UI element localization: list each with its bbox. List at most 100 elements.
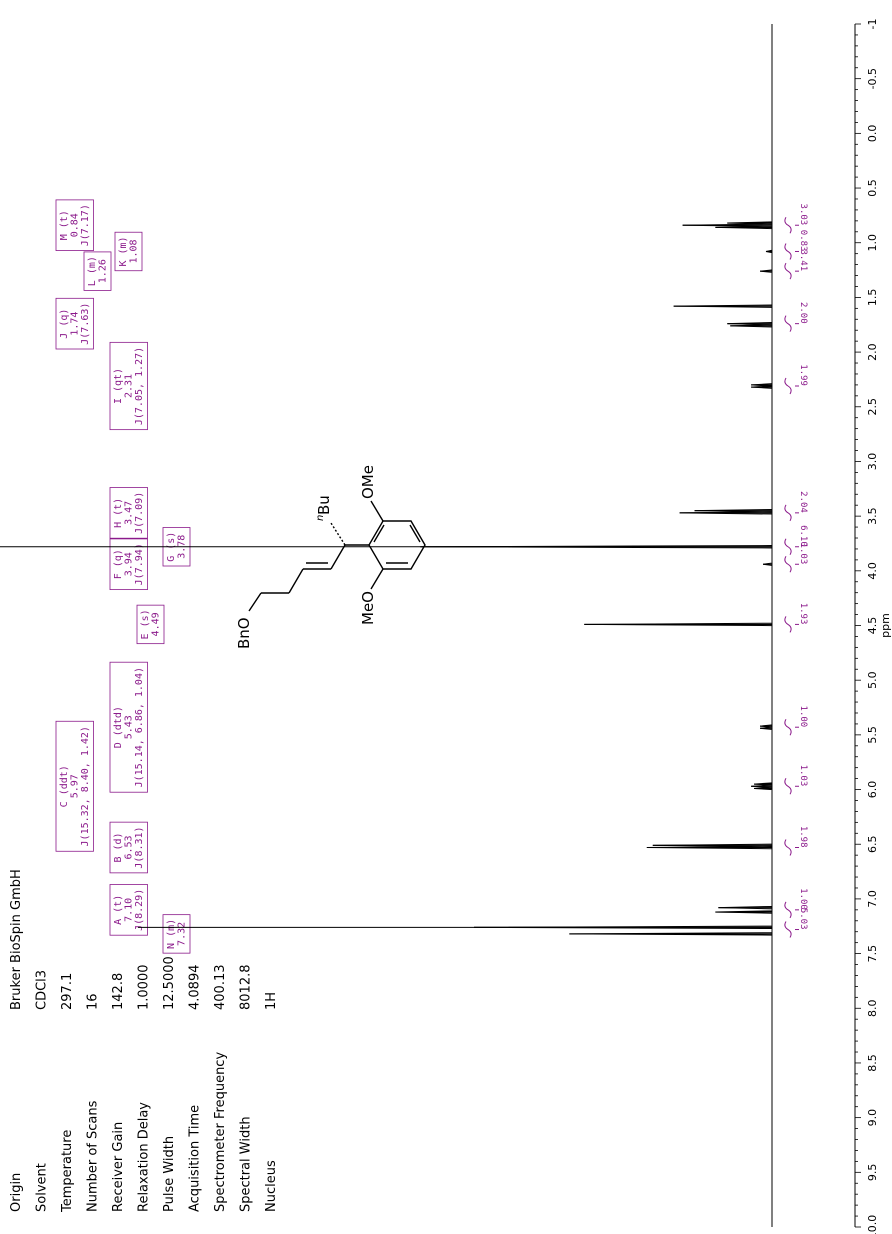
annotation-box — [109, 661, 148, 793]
annotation-text: B (d) — [113, 832, 124, 862]
integral-curve — [784, 504, 792, 522]
spectrum-trace — [420, 24, 773, 1227]
integral-value: 2.04 — [798, 491, 808, 513]
tick-label: 1.0 — [866, 234, 879, 252]
ring-double-bond-3 — [373, 524, 385, 543]
integral-curve — [784, 315, 792, 332]
annotation-text: J(15.14, 6.86, 1.04) — [134, 667, 145, 787]
param-label: Origin — [9, 1173, 24, 1212]
tick-label: 0.0 — [866, 125, 879, 143]
annotation-text: J(7.63) — [80, 303, 91, 345]
annotation-text: L (m) — [87, 256, 98, 286]
integral-value: 1.93 — [798, 603, 808, 625]
annotation-text: J(8.31) — [134, 826, 145, 868]
integral-value: 1.98 — [798, 826, 808, 848]
tick-label: 9.5 — [866, 1164, 879, 1182]
param-value: Bruker BioSpin GmbH — [9, 869, 24, 1010]
integral-curve — [784, 778, 792, 795]
param-value: 297.1 — [60, 973, 75, 1010]
param-label: Spectral Width — [239, 1116, 254, 1212]
integral-value: 3.03 — [798, 204, 808, 226]
annotation-text: 1.26 — [98, 259, 109, 283]
annotation-text: I (qt) — [113, 368, 124, 404]
tick-label: 3.5 — [866, 507, 879, 525]
tick-label: 5.5 — [866, 726, 879, 744]
param-value: 12.5000 — [162, 956, 177, 1010]
annotation-text: J(7.17) — [80, 204, 91, 246]
integral-value: 1.00 — [798, 706, 808, 728]
annotation-box — [109, 538, 148, 591]
integral-value: 1.00 — [798, 888, 808, 910]
acquisition-parameters-table: Origin Bruker BioSpin GmbH Solvent CDCl3 Tem… — [9, 869, 279, 1213]
tick-label: -0.5 — [866, 68, 879, 89]
spectrum-line — [420, 24, 773, 1227]
annotation-text: 4.49 — [151, 612, 162, 636]
annotation-text: N (m) — [166, 919, 177, 949]
tick-label: 6.5 — [866, 835, 879, 853]
axis-label: ppm — [879, 613, 892, 638]
annotation-text: H (t) — [113, 498, 124, 528]
integral-curve — [784, 718, 792, 736]
annotation-text: 7.10 — [124, 898, 135, 922]
integral-curve — [784, 839, 792, 856]
annotation-text: J (q) — [59, 309, 70, 339]
tick-label: 9.0 — [866, 1109, 879, 1127]
integral-value: 6.10 — [798, 525, 808, 547]
annotation-text: F (q) — [113, 549, 124, 579]
param-label: Nucleus — [264, 1160, 279, 1212]
annotation-box — [109, 884, 148, 936]
tick-label: 7.0 — [866, 890, 879, 908]
tick-label: 4.5 — [866, 617, 879, 635]
tick-label: -1 — [866, 19, 879, 30]
annotation-text: M (t) — [59, 210, 70, 240]
annotation-box — [114, 231, 143, 272]
annotation-text: 3.94 — [124, 552, 135, 576]
param-label: Solvent — [35, 1163, 50, 1212]
chain-bond-3 — [248, 592, 262, 612]
annotation-text: K (m) — [118, 236, 129, 266]
integral-value: 1.03 — [798, 543, 808, 565]
annotation-text: 0.84 — [70, 213, 81, 237]
integral-value: 1.99 — [798, 364, 808, 386]
meo-label: MeO — [359, 591, 377, 625]
param-value: 8012.8 — [239, 965, 254, 1011]
annotation-box — [109, 341, 148, 431]
integral-value: 2.00 — [798, 302, 808, 324]
param-label: Temperature — [60, 1130, 75, 1213]
ring-double-bond-2 — [409, 524, 421, 543]
param-value: 4.0894 — [188, 965, 203, 1011]
ppm-axis: 10.0 9.5 9.0 8.5 8.0 7.5 7.0 6.5 6.0 5.5 5.0 4.5 4.0… — [854, 19, 892, 1234]
annotation-text: J(7.05, 1.27) — [134, 347, 145, 425]
tick-label: 8.0 — [866, 1000, 879, 1018]
methoxy-bond-right — [370, 500, 384, 522]
param-value: 1H — [264, 992, 279, 1010]
annotation-text: C (ddt) — [59, 765, 70, 807]
integral-value: 3.41 — [798, 249, 808, 271]
bno-label: BnO — [235, 617, 253, 649]
tick-label: 5.0 — [866, 671, 879, 689]
integral-curve — [784, 921, 792, 938]
tick-label: 8.5 — [866, 1054, 879, 1072]
tick-label: 6.0 — [866, 781, 879, 799]
integral-curve — [784, 262, 792, 280]
tick-label: 4.0 — [866, 562, 879, 580]
annotation-box — [55, 297, 94, 350]
chain-bond-1 — [288, 568, 304, 594]
integral-curve — [784, 616, 792, 633]
annotation-text: D (dtd) — [113, 706, 124, 748]
annotation-text: J(7.94) — [134, 543, 145, 585]
integral-curve — [784, 901, 792, 919]
nbu-label: Bu — [315, 495, 333, 515]
nbu-n-superscript: n — [315, 515, 326, 521]
integral-curve — [784, 243, 792, 260]
annotation-text: E (s) — [140, 609, 151, 639]
ome-label: OMe — [359, 465, 377, 499]
tick-label: 3.0 — [866, 453, 879, 471]
annotation-box — [136, 604, 165, 645]
tick-label: 7.5 — [866, 945, 879, 963]
annotation-text: 7.32 — [177, 922, 188, 946]
annotation-text: 6.53 — [124, 835, 135, 859]
param-label: Relaxation Delay — [137, 1102, 152, 1212]
annotation-text: 1.74 — [70, 312, 81, 336]
